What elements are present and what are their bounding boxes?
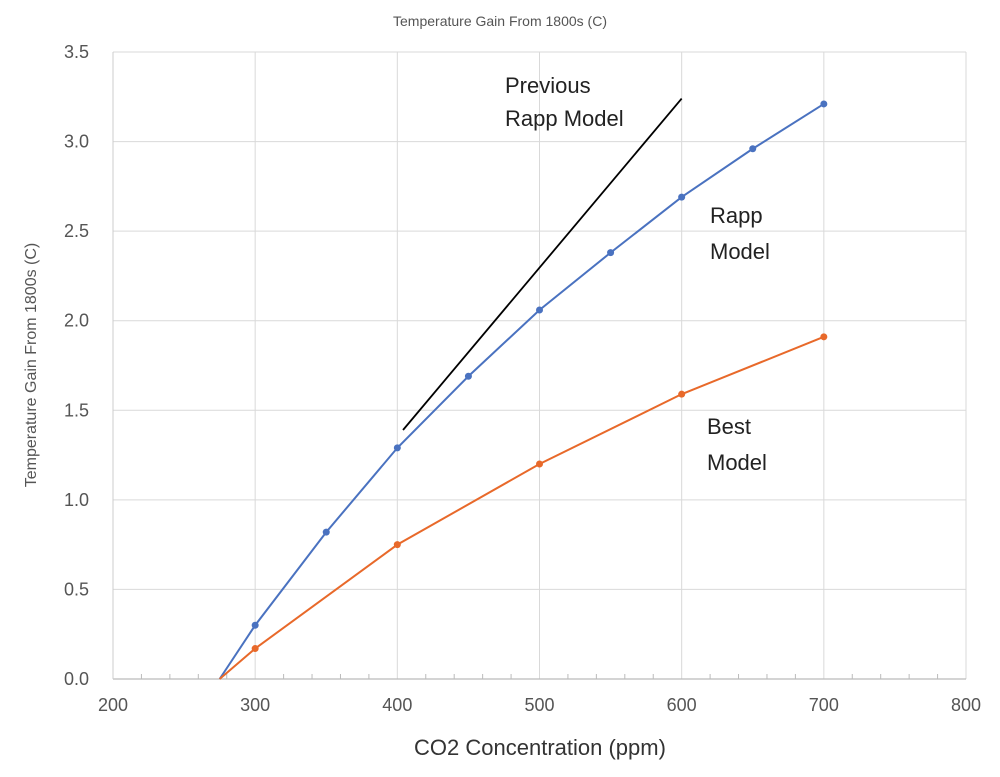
best-model-point xyxy=(251,645,259,653)
best-model-line xyxy=(218,335,825,680)
best-model-point xyxy=(393,541,401,549)
y-tick-label: 1.0 xyxy=(64,490,89,510)
y-tick-label: 2.5 xyxy=(64,221,89,241)
annotation-previous-line2: Rapp Model xyxy=(505,106,624,131)
rapp-model-point xyxy=(820,100,828,108)
y-tick-label: 0.5 xyxy=(64,579,89,599)
series xyxy=(218,97,828,680)
rapp-model-point xyxy=(251,621,259,629)
rapp-model-point xyxy=(393,444,401,452)
rapp-model-point xyxy=(678,193,686,201)
y-axis-label: Temperature Gain From 1800s (C) xyxy=(23,243,40,488)
rapp-model-point xyxy=(749,145,757,153)
best-model-point xyxy=(536,460,543,468)
previous-rapp-model-line xyxy=(402,97,683,431)
y-tick-label: 3.0 xyxy=(64,132,89,152)
x-axis-label: CO2 Concentration (ppm) xyxy=(414,735,666,760)
best-model-point xyxy=(678,390,686,398)
annotation-best-line2: Model xyxy=(707,450,767,475)
x-tick-label: 500 xyxy=(524,695,554,715)
annotation-previous-line1: Previous xyxy=(505,73,591,98)
ticks: 200 300 400 500 600 700 800 0.0 0.5 1.0 1.5 2.0 2.5 3… xyxy=(64,42,981,715)
rapp-model-point xyxy=(322,528,330,536)
x-tick-label: 600 xyxy=(667,695,697,715)
x-tick-label: 700 xyxy=(809,695,839,715)
x-tick-label: 800 xyxy=(951,695,981,715)
x-tick-label: 400 xyxy=(382,695,412,715)
chart-title: Temperature Gain From 1800s (C) xyxy=(393,13,607,29)
rapp-model-point xyxy=(536,306,543,314)
y-tick-label: 0.0 xyxy=(64,669,89,689)
y-tick-label: 2.0 xyxy=(64,311,89,331)
y-tick-label: 1.5 xyxy=(64,400,89,420)
rapp-model-point xyxy=(464,372,472,380)
annotation-best-line1: Best xyxy=(707,414,751,439)
x-tick-label: 200 xyxy=(98,695,128,715)
annotation-rapp-line2: Model xyxy=(710,239,770,264)
annotation-rapp-line1: Rapp xyxy=(710,203,763,228)
rapp-model-line xyxy=(218,103,825,680)
x-tick-label: 300 xyxy=(240,695,270,715)
best-model-point xyxy=(820,333,828,341)
grid xyxy=(112,51,967,680)
y-tick-label: 3.5 xyxy=(64,42,89,62)
rapp-model-point xyxy=(607,249,615,257)
